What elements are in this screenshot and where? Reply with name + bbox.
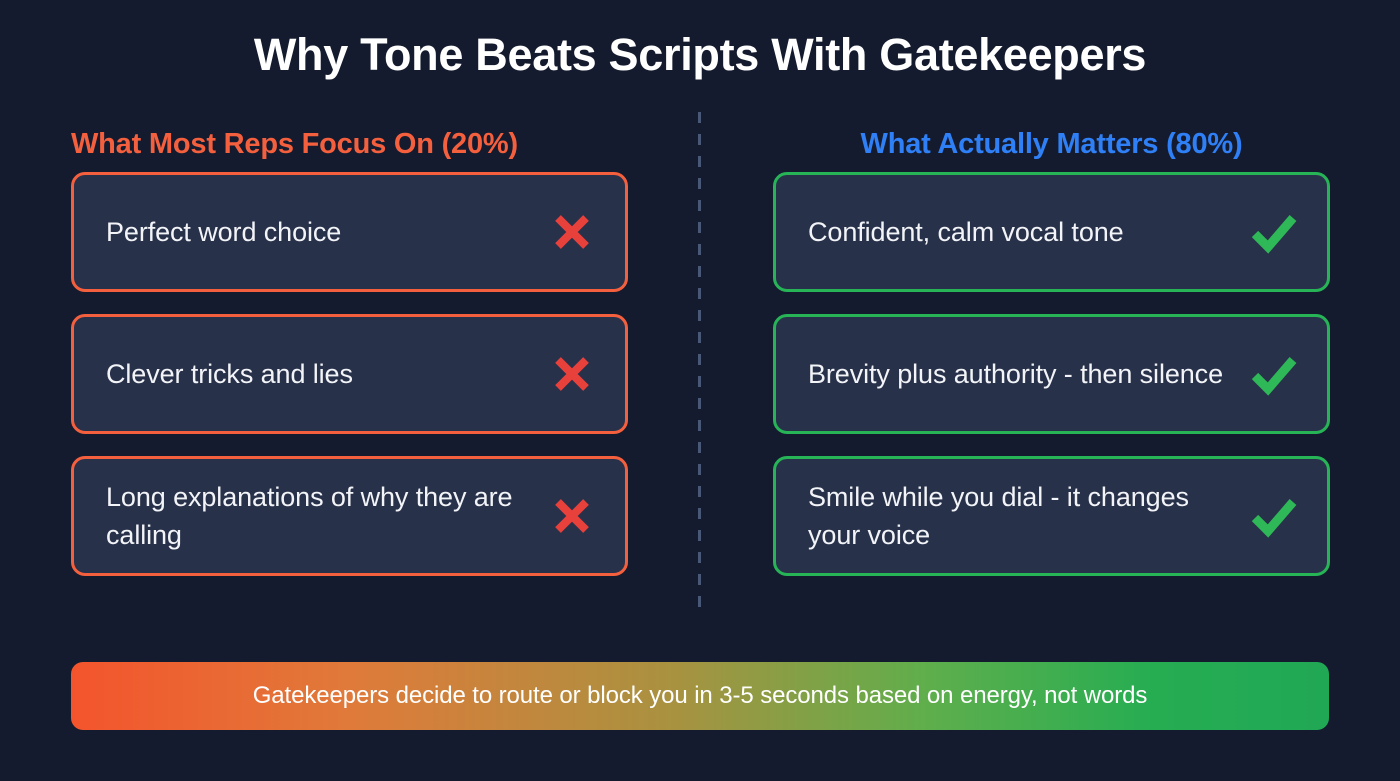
check-icon [1243,352,1305,396]
list-item[interactable]: Long explanations of why they are callin… [71,456,628,576]
card-text: Perfect word choice [106,217,342,247]
list-item[interactable]: Smile while you dial - it changes your v… [773,456,1330,576]
card-text: Smile while you dial - it changes your v… [808,482,1189,550]
cross-icon [541,210,603,254]
check-icon [1243,210,1305,254]
column-heading-positive: What Actually Matters (80%) [860,128,1243,160]
cross-icon [541,494,603,538]
summary-banner: Gatekeepers decide to route or block you… [71,662,1329,730]
card-text: Clever tricks and lies [106,359,353,389]
cross-icon [541,352,603,396]
column-divider [698,112,701,610]
column-heading-negative: What Most Reps Focus On (20%) [71,128,518,160]
check-icon [1243,494,1305,538]
column-negative: What Most Reps Focus On (20%) Perfect wo… [71,116,628,576]
list-item[interactable]: Perfect word choice [71,172,628,292]
card-text: Brevity plus authority - then silence [808,359,1223,389]
summary-banner-text: Gatekeepers decide to route or block you… [252,682,1148,709]
page-title: Why Tone Beats Scripts With Gatekeepers [253,29,1147,80]
list-item[interactable]: Confident, calm vocal tone [773,172,1330,292]
comparison-columns: What Most Reps Focus On (20%) Perfect wo… [0,116,1400,616]
list-item[interactable]: Brevity plus authority - then silence [773,314,1330,434]
list-item[interactable]: Clever tricks and lies [71,314,628,434]
card-list-negative: Perfect word choice Clever tricks and li… [71,172,628,576]
card-text: Confident, calm vocal tone [808,217,1124,247]
card-list-positive: Confident, calm vocal tone Brevity plus … [773,172,1330,576]
column-positive: What Actually Matters (80%) Confident, c… [773,116,1330,576]
card-text: Long explanations of why they are callin… [106,482,513,550]
